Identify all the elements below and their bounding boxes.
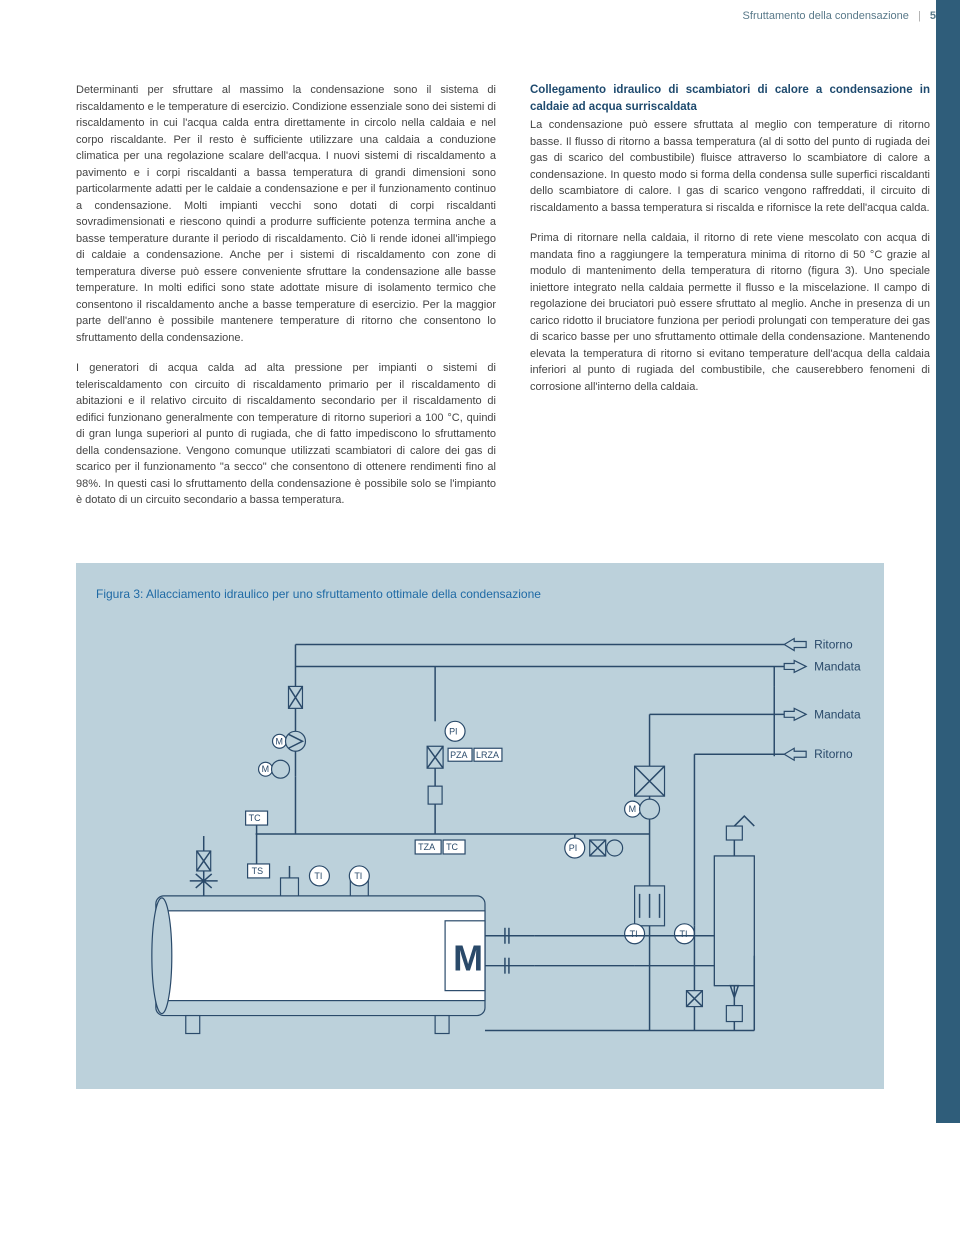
legend-text: Mandata (814, 659, 861, 673)
ti-label: TI (314, 870, 322, 880)
m-label: M (629, 804, 636, 814)
left-p1: Determinanti per sfruttare al massimo la… (76, 82, 496, 346)
legend-text: Mandata (814, 707, 861, 721)
right-p2: Prima di ritornare nella caldaia, il rit… (530, 230, 930, 395)
ti-label: TI (354, 870, 362, 880)
right-sidebar-strip (936, 0, 960, 1123)
tc-label: TC (249, 813, 261, 823)
m-label: M (262, 764, 269, 774)
nozzle-1 (281, 865, 299, 895)
tza-label: TZA (418, 841, 435, 851)
figure-block: Figura 3: Allacciamento idraulico per un… (76, 563, 884, 1089)
header-divider: | (918, 10, 921, 22)
legend-ritorno-2: Ritorno (784, 747, 853, 761)
lrza-label: LRZA (476, 750, 499, 760)
content-columns: Determinanti per sfruttare al massimo la… (0, 22, 960, 523)
right-column: Collegamento idraulico di scambiatori di… (530, 82, 930, 523)
hydraulic-diagram: Ritorno Mandata Mandata Ritorno (96, 621, 864, 1071)
legend-mandata-2: Mandata (784, 707, 861, 721)
legend-mandata-1: Mandata (784, 659, 861, 673)
right-heading: Collegamento idraulico di scambiatori di… (530, 82, 930, 115)
legend-text: Ritorno (814, 637, 853, 651)
boiler-m: M (453, 938, 483, 978)
figure-caption: Figura 3: Allacciamento idraulico per un… (96, 587, 864, 601)
ti-label: TI (679, 928, 687, 938)
legend-ritorno-1: Ritorno (784, 637, 853, 651)
tc-label: TC (446, 841, 458, 851)
pza-label: PZA (450, 750, 467, 760)
pi-label: PI (449, 726, 457, 736)
ts-label: TS (252, 865, 263, 875)
left-column: Determinanti per sfruttare al massimo la… (76, 82, 496, 523)
page-header: Sfruttamento della condensazione | 5 (0, 0, 960, 22)
ti-label: TI (630, 928, 638, 938)
header-title: Sfruttamento della condensazione (743, 10, 909, 22)
right-p1: La condensazione può essere sfruttata al… (530, 117, 930, 216)
pi-label: PI (569, 842, 577, 852)
left-p2: I generatori di acqua calda ad alta pres… (76, 360, 496, 509)
m-label: M (276, 736, 283, 746)
legend-text: Ritorno (814, 747, 853, 761)
